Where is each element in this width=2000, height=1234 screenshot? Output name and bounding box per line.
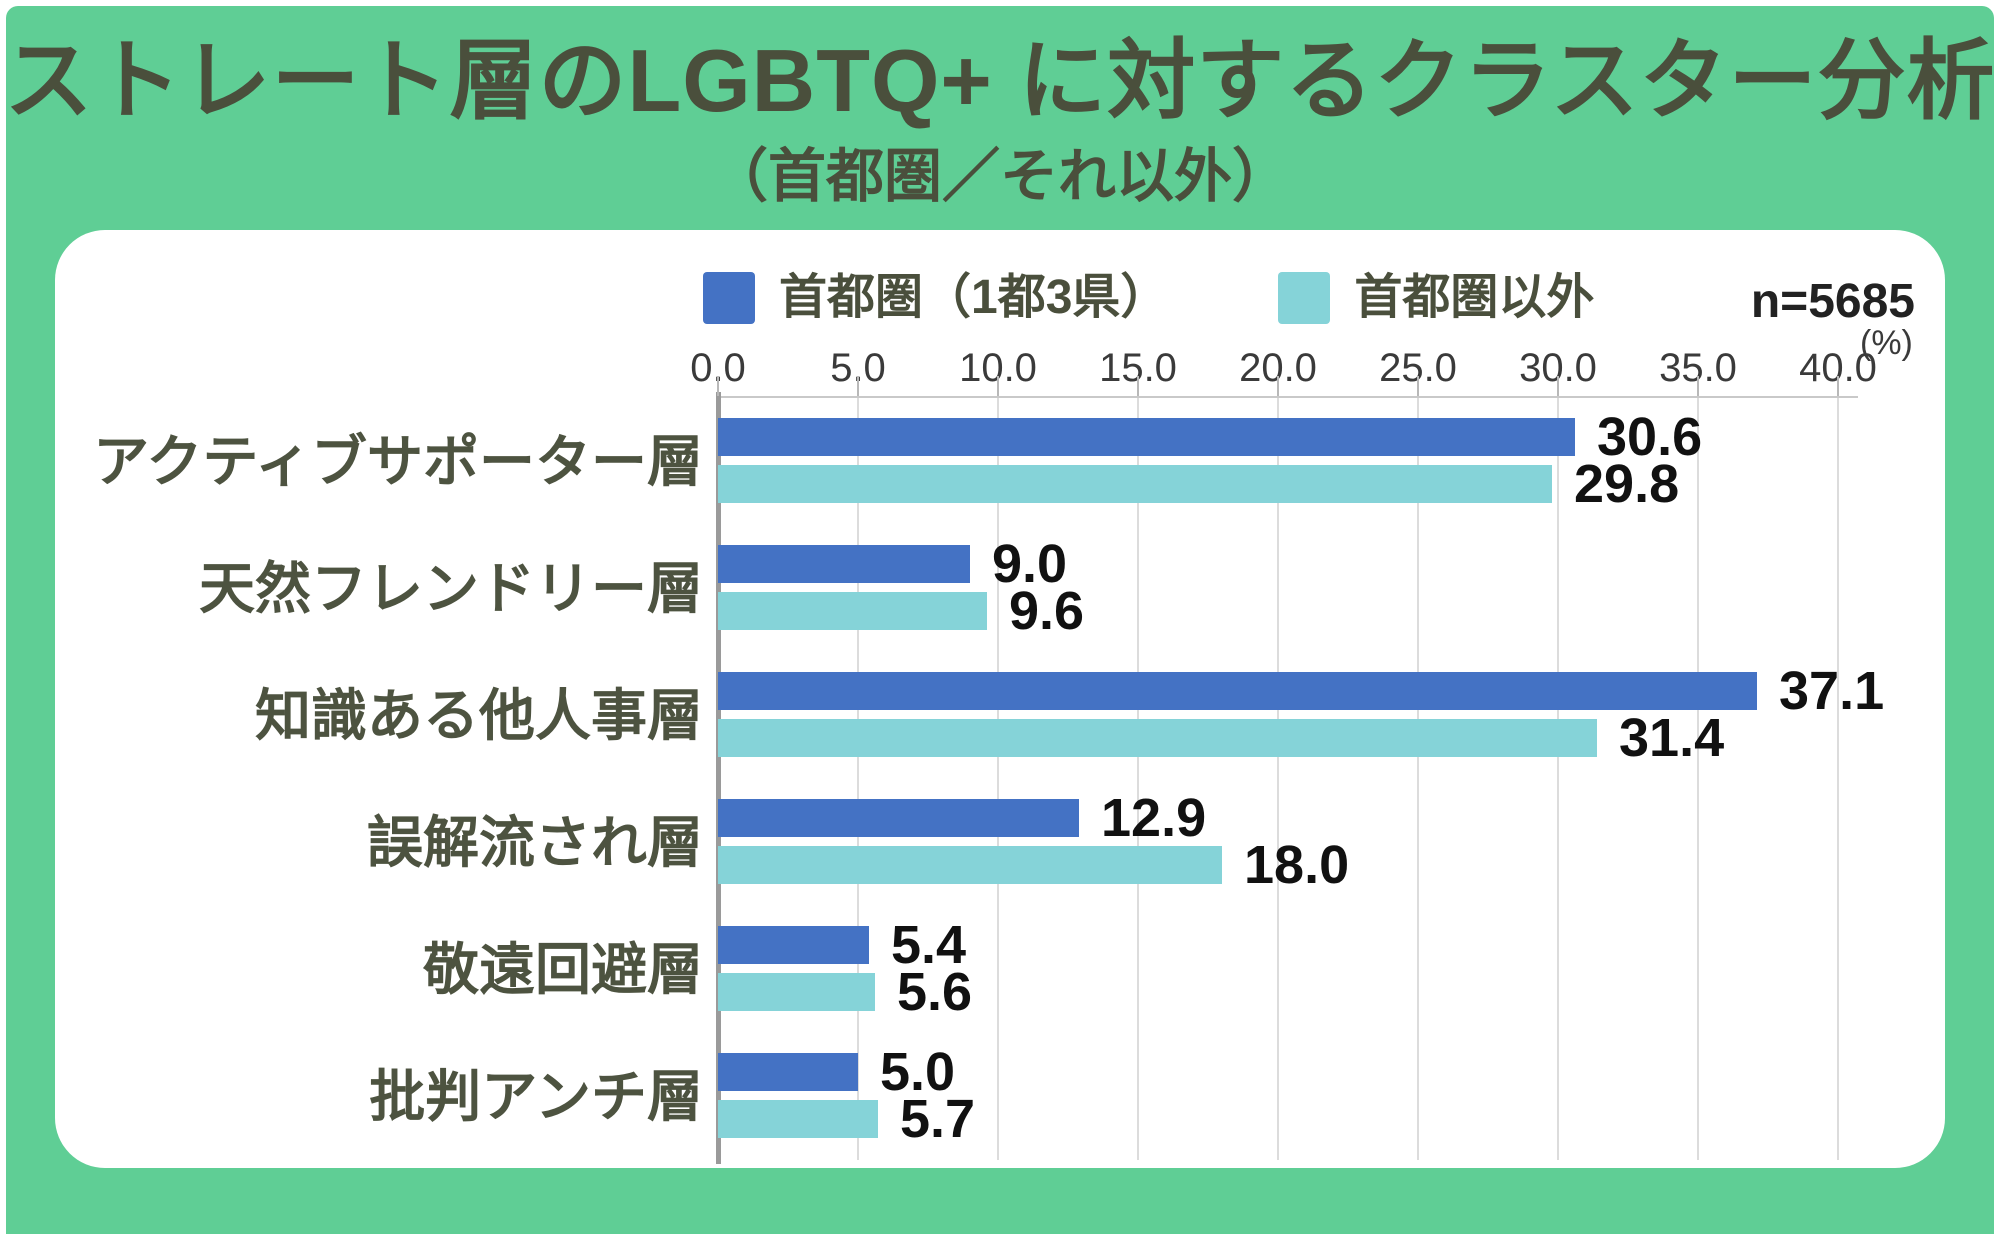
sample-size: n=5685 (1750, 275, 1915, 328)
value-label-metro: 5.0 (880, 1042, 956, 1102)
page-title: ストレート層のLGBTQ+ に対するクラスター分析 (4, 31, 1996, 130)
gridline (1277, 398, 1279, 1160)
axis-tick (1277, 376, 1279, 396)
legend-item-non-metro: 首都圏以外 (1278, 272, 1594, 324)
x-axis-line (718, 396, 1858, 398)
gridline (1837, 398, 1839, 1160)
axis-tick (997, 376, 999, 396)
category-label: アクティブサポーター層 (93, 429, 703, 493)
axis-tick (1557, 376, 1559, 396)
axis-tick (1837, 376, 1839, 396)
value-label-non-metro: 31.4 (1619, 708, 1725, 768)
bar-metro: 30.6 (718, 410, 1702, 464)
bar-row: 37.1 31.4 (718, 652, 1918, 779)
category-labels: アクティブサポーター層天然フレンドリー層知識ある他人事層誤解流され層敬遠回避層批… (75, 398, 703, 1160)
bar-metro: 9.0 (718, 537, 1067, 591)
gridline (1557, 398, 1559, 1160)
axis-tick (717, 376, 719, 396)
y-axis-line (716, 392, 721, 1164)
axis-tick (857, 376, 859, 396)
value-label-metro: 12.9 (1101, 788, 1207, 848)
legend-item-metro: 首都圏（1都3県） (703, 272, 1168, 324)
bar-metro: 5.0 (718, 1045, 955, 1099)
gridline (997, 398, 999, 1160)
value-label-metro: 9.0 (992, 534, 1068, 594)
gridline (1137, 398, 1139, 1160)
page-subtitle: （首都圏／それ以外） (709, 144, 1290, 209)
category-label: 知識ある他人事層 (255, 683, 703, 747)
value-label-metro: 37.1 (1779, 661, 1885, 721)
value-label-non-metro: 18.0 (1244, 835, 1350, 895)
bar-row: 9.0 9.6 (718, 525, 1918, 652)
gridline (857, 398, 859, 1160)
value-label-non-metro: 5.6 (897, 962, 973, 1022)
bar-row: 5.4 5.6 (718, 906, 1918, 1033)
bar-non-metro: 9.6 (718, 584, 1084, 638)
axis-tick (1137, 376, 1139, 396)
value-label-non-metro: 29.8 (1574, 454, 1680, 514)
bar-row: 30.6 29.8 (718, 398, 1918, 525)
bar-non-metro: 5.7 (718, 1092, 975, 1146)
category-label: 天然フレンドリー層 (199, 556, 703, 620)
plot-area: 30.6 29.8 9.0 9.6 37.1 31.4 12.9 18.0 5.4 5.6 5.0 5… (716, 376, 1918, 1164)
legend-swatch-metro (703, 272, 755, 324)
gridline (1417, 398, 1419, 1160)
bar-non-metro: 29.8 (718, 457, 1679, 511)
category-label: 批判アンチ層 (369, 1064, 703, 1128)
value-label-non-metro: 5.7 (900, 1089, 976, 1149)
bar-metro: 37.1 (718, 664, 1884, 718)
bar-metro: 5.4 (718, 918, 966, 972)
axis-tick (1697, 376, 1699, 396)
bar-non-metro: 31.4 (718, 711, 1724, 765)
chart-panel: 首都圏（1都3県） 首都圏以外 n=5685 0.0 5.0 10.0 15.0 20.… (55, 230, 1945, 1168)
legend: 首都圏（1都3県） 首都圏以外 (703, 272, 1594, 324)
legend-label-metro: 首都圏（1都3県） (779, 271, 1169, 324)
bar-row: 5.0 5.7 (718, 1033, 1918, 1160)
value-label-non-metro: 9.6 (1009, 581, 1085, 641)
bar-non-metro: 18.0 (718, 838, 1349, 892)
legend-label-non-metro: 首都圏以外 (1354, 271, 1595, 324)
value-label-metro: 30.6 (1597, 407, 1703, 467)
bar-metro: 12.9 (718, 791, 1206, 845)
bar-non-metro: 5.6 (718, 965, 972, 1019)
category-label: 敬遠回避層 (423, 937, 703, 1001)
value-label-metro: 5.4 (891, 915, 967, 975)
category-label: 誤解流され層 (367, 810, 703, 874)
axis-unit-label: (%) (1860, 324, 1913, 362)
legend-swatch-non-metro (1278, 272, 1331, 324)
gridline (1697, 398, 1699, 1160)
axis-tick (1417, 376, 1419, 396)
bar-row: 12.9 18.0 (718, 779, 1918, 906)
